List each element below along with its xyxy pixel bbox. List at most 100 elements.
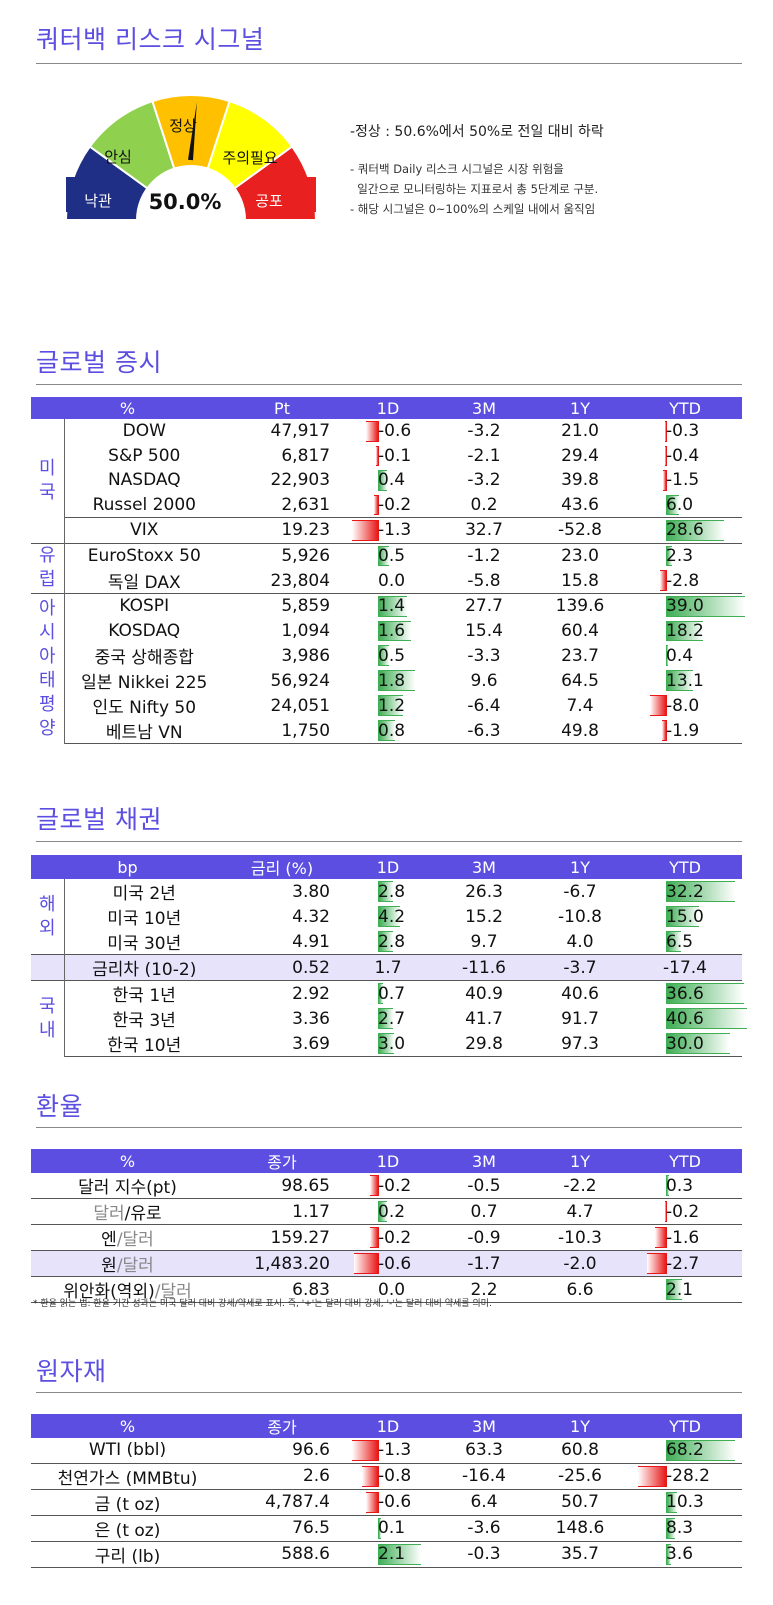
change-ytd-cell-bar: [666, 1491, 678, 1513]
equity-divider: [36, 384, 742, 385]
table-row: 천연가스 (MMBtu) 2.6 -0.8 -16.4 -25.6 -28.2: [31, 1462, 742, 1489]
change-1d-cell-value: 0.5: [378, 645, 406, 666]
equity-table: % Pt 1D 3M 1Y YTD 미 국 DOW 47,917 -0.6 -3.2 21.0 -0.3 S…: [31, 397, 746, 744]
change-1d-cell-value: 0.1: [378, 1518, 406, 1538]
change-1d-cell: 2.7: [340, 1006, 436, 1031]
price-cell: 2,631: [281, 494, 331, 515]
change-1y-cell: -25.6: [532, 1462, 628, 1489]
col-header: %: [31, 397, 225, 419]
change-ytd-cell-value: 10.3: [666, 1492, 704, 1512]
change-1d-cell-bar: [362, 1465, 379, 1487]
change-ytd-cell: 8.3: [628, 1514, 742, 1541]
change-3m-cell: 9.7: [470, 931, 498, 952]
change-1d-cell: -0.6: [340, 1250, 436, 1277]
change-ytd-cell: 30.0: [628, 1031, 742, 1057]
col-header: 3M: [436, 1149, 532, 1173]
change-1d-cell-bar: [378, 1201, 387, 1222]
change-1y-cell: 35.7: [532, 1540, 628, 1568]
change-ytd-cell-bar: [654, 1227, 667, 1248]
change-1d-cell: 1.8: [340, 668, 436, 693]
change-1d-cell-value: 0.4: [378, 470, 406, 491]
instrument-name: 미국 30년: [107, 934, 182, 954]
instrument-name: 일본 Nikkei 225: [81, 673, 208, 693]
table-header: % 종가 1D 3M 1Y YTD: [31, 1414, 742, 1438]
instrument-name: 천연가스 (MMBtu): [31, 1462, 224, 1489]
change-ytd-cell-value: 36.6: [666, 983, 704, 1004]
price-cell: 4,787.4: [224, 1488, 340, 1515]
table-header: bp 금리 (%) 1D 3M 1Y YTD: [31, 855, 742, 879]
change-1y-cell: 21.0: [561, 421, 599, 442]
change-1d-cell-bar: [378, 670, 416, 691]
fx-note: * 환율 읽는 법: 환율 기간 성과는 미국 달러 대비 강세/약세로 표시.…: [33, 1299, 492, 1309]
table-row: S&P 500 6,817 -0.1 -2.1 29.4 -0.4: [31, 444, 742, 469]
change-ytd-cell-value: 0.3: [666, 1175, 694, 1196]
change-ytd-cell-bar: [666, 494, 680, 515]
change-3m-cell: -11.6: [436, 954, 532, 981]
change-1d-cell-value: 0.8: [378, 720, 406, 741]
page-title: 쿼터백 리스크 시그널: [36, 25, 265, 54]
change-1d-cell: -1.3: [340, 1438, 436, 1463]
change-3m-cell: 0.7: [436, 1198, 532, 1225]
change-1d-cell-bar: [366, 1491, 379, 1513]
col-header: YTD: [628, 1414, 742, 1438]
signal-status-text: -정상 : 50.6%에서 50%로 전일 대비 하락: [350, 124, 604, 140]
change-1y-cell: 60.4: [561, 620, 599, 641]
change-ytd-cell-value: 2.3: [666, 545, 694, 566]
title-divider: [36, 63, 742, 64]
change-3m-cell: 2.2: [436, 1276, 532, 1303]
change-1d-cell-bar: [378, 645, 390, 666]
change-3m-cell: 15.2: [465, 906, 503, 927]
price-cell: 23,804: [270, 570, 331, 591]
change-ytd-cell-bar: [664, 1201, 667, 1222]
commodity-divider: [36, 1392, 742, 1393]
change-ytd-cell: 28.6: [628, 517, 743, 543]
instrument-name: 금 (t oz): [31, 1488, 224, 1515]
instrument-name: KOSPI: [64, 593, 225, 619]
change-1d-cell-bar: [370, 1227, 379, 1248]
risk-gauge: 낙관 안심 정상 주의필요 공포 50.0%: [66, 95, 316, 220]
change-1y-cell: 49.8: [532, 718, 629, 744]
col-header: 3M: [436, 1414, 532, 1438]
equity-section-title: 글로벌 증시: [36, 348, 162, 377]
change-1y-cell: 148.6: [532, 1514, 628, 1541]
instrument-name: 한국 1년: [64, 980, 224, 1006]
change-1d-cell-value: 2.7: [378, 1008, 406, 1029]
change-ytd-cell: 13.1: [628, 668, 742, 693]
change-ytd-cell-value: 15.0: [666, 906, 704, 927]
commodity-table: % 종가 1D 3M 1Y YTD WTI (bbl) 96.6 -1.3 63.3 60.8 68.…: [31, 1414, 742, 1568]
col-header: YTD: [628, 855, 742, 879]
table-row: WTI (bbl) 96.6 -1.3 63.3 60.8 68.2: [31, 1438, 742, 1463]
change-ytd-cell: 6.0: [628, 493, 742, 518]
change-3m-cell: 9.6: [470, 670, 498, 691]
change-ytd-cell-bar: [637, 1465, 667, 1487]
instrument-name: 인도 Nifty 50: [92, 698, 197, 718]
change-ytd-cell-value: 68.2: [666, 1440, 704, 1461]
gauge-label-1: 안심: [104, 148, 132, 166]
change-1d-cell: 0.5: [340, 643, 436, 668]
change-1d-cell: -0.6: [340, 419, 436, 444]
change-1d-cell: 0.1: [340, 1514, 436, 1541]
change-ytd-cell: 36.6: [628, 980, 744, 1006]
change-1d-cell-bar: [378, 906, 400, 927]
change-1d-cell-bar: [378, 1033, 394, 1054]
col-header: 1D: [340, 1414, 436, 1438]
change-1y-cell: -52.8: [532, 517, 629, 543]
change-3m-cell: -16.4: [436, 1462, 532, 1489]
change-1y-cell: 4.0: [566, 931, 594, 952]
change-1d-cell-value: -0.6: [378, 1492, 412, 1512]
change-1d-cell-bar: [378, 931, 393, 952]
change-1d-cell: 3.0: [340, 1031, 436, 1057]
change-ytd-cell: 32.2: [628, 879, 742, 904]
price-cell: 2.92: [224, 980, 340, 1006]
table-row: 베트남 VN 1,750 0.8 -6.3 49.8 -1.9: [31, 718, 743, 744]
price-cell: 98.65: [281, 1175, 330, 1196]
bond-section-title: 글로벌 채권: [36, 805, 162, 834]
change-ytd-cell-value: -2.8: [666, 570, 700, 591]
change-1d-cell-value: 3.0: [378, 1033, 406, 1054]
commodity-section-title: 원자재: [36, 1357, 107, 1386]
gauge-zone-optimistic: [66, 177, 128, 212]
price-cell: 1,750: [224, 718, 341, 744]
change-ytd-cell-value: -28.2: [666, 1466, 710, 1486]
